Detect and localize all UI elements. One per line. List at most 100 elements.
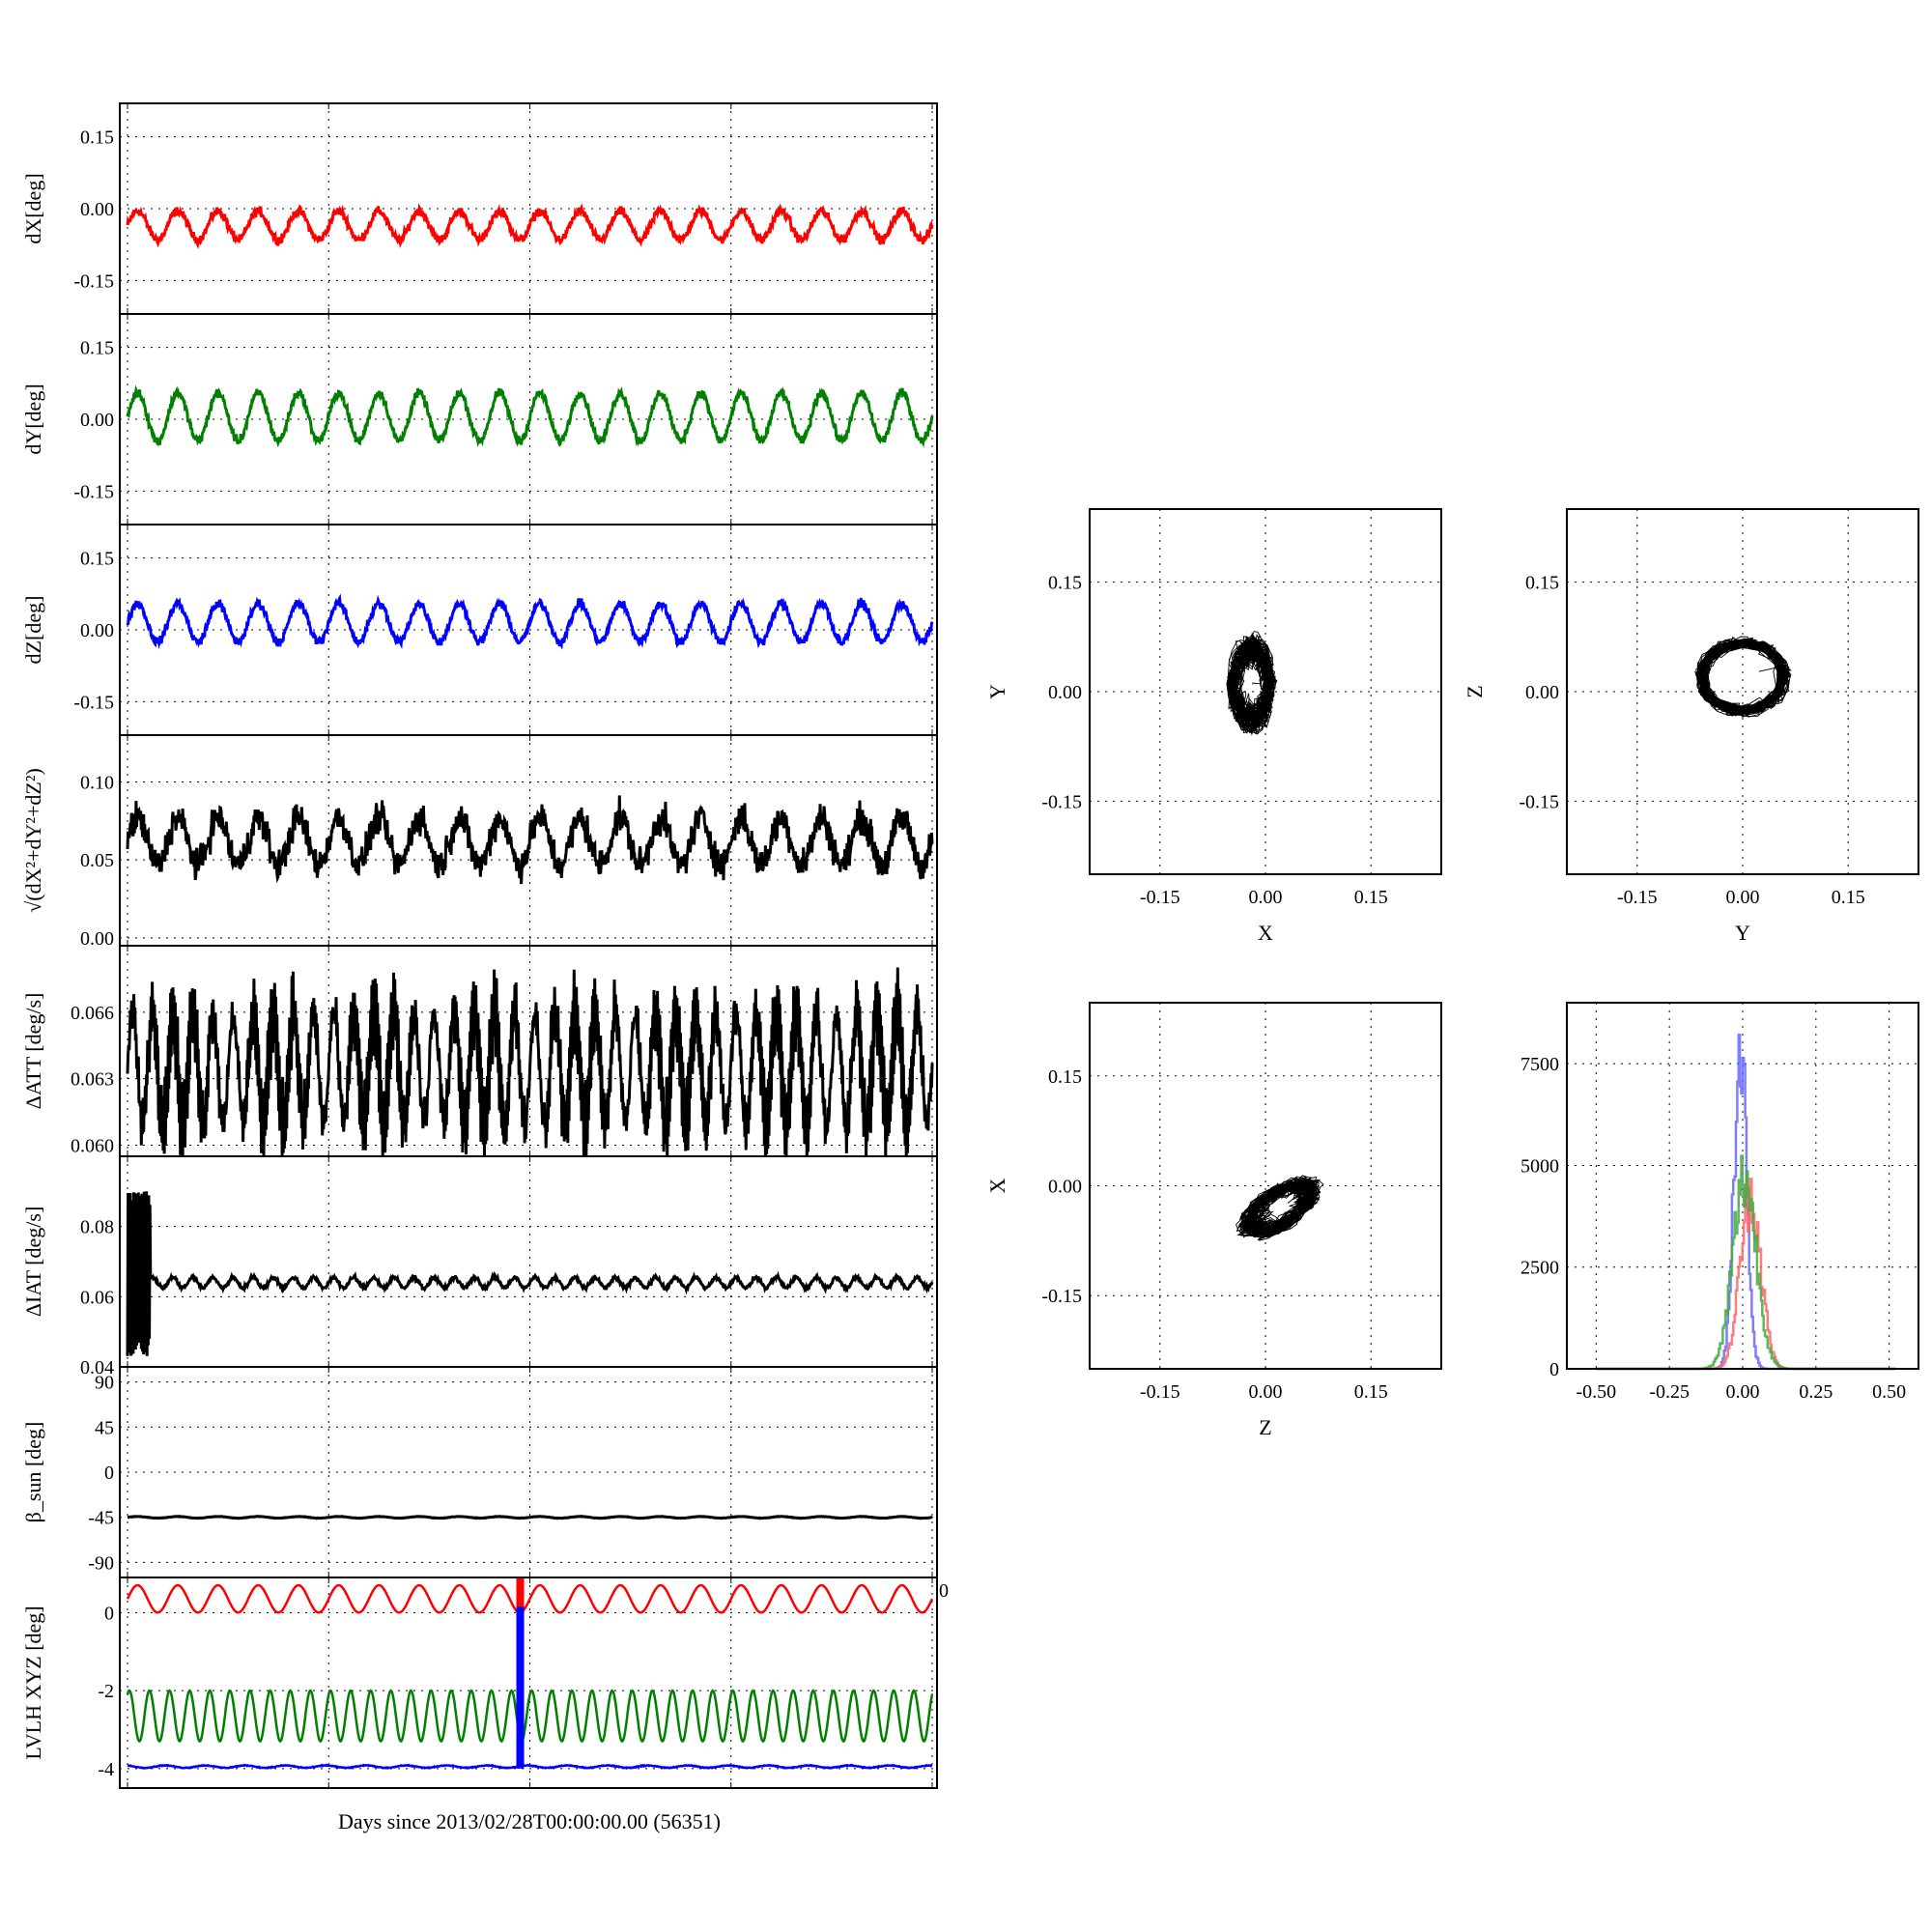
y-tick-label: 0.00 xyxy=(1048,682,1082,703)
y-tick-label: 0.15 xyxy=(80,549,114,570)
y-tick-label: 0.15 xyxy=(1048,573,1082,594)
panel-dR: 0.10 0.05 0.00 √(dX²+dY²+dZ²) xyxy=(21,734,938,950)
y-axis-label: ΔIAT [deg/s] xyxy=(21,1207,45,1318)
panel-lvlh: 0 -2 -4 0 LVLH XYZ [deg] xyxy=(21,1577,949,1789)
series-line-dIAT-0 xyxy=(126,1191,934,1356)
y-tick-label: 0.04 xyxy=(80,1357,114,1378)
series-line-lvlh-1 xyxy=(126,1689,934,1743)
y-axis-label: X xyxy=(985,1178,1009,1193)
y-tick-label: 0.05 xyxy=(80,850,114,871)
y-axis-label: ΔATT [deg/s] xyxy=(21,993,45,1110)
panel-beta: 90 45 0 -45 -90 β_sun [deg] xyxy=(21,1366,938,1578)
panel-dY: 0.15 0.00 -0.15 dY[deg] xyxy=(21,313,938,526)
x-tick-label: -0.15 xyxy=(1617,887,1658,908)
y-tick-label: 0 xyxy=(104,1463,114,1484)
y-tick-label: 45 xyxy=(95,1417,114,1438)
x-tick-label: 0.15 xyxy=(1354,887,1388,908)
panel-frame xyxy=(1089,508,1442,875)
y-tick-label: 90 xyxy=(95,1373,114,1394)
y-tick-label: 5000 xyxy=(1520,1155,1559,1177)
panel-dZ: 0.15 0.00 -0.15 dZ[deg] xyxy=(21,524,938,736)
scatter-panels: -0.15 -0.15 0.00 0.00 0.15 0.15 X Y -0.15 -0.15 0.… xyxy=(985,508,1919,1439)
panel-frame xyxy=(119,1155,938,1368)
panel-frame xyxy=(1566,508,1919,875)
y-tick-label: 0.15 xyxy=(1048,1066,1082,1088)
y-tick-label: 0.08 xyxy=(80,1217,114,1238)
y-tick-label: 0.066 xyxy=(71,1003,114,1024)
histogram-panel: -0.50 -0.25 0.00 0.25 0.50 7500 5000 2500 0 xyxy=(1520,1002,1919,1403)
panel-frame xyxy=(1089,1002,1442,1370)
x-tick-label: 0.50 xyxy=(1872,1381,1906,1403)
scatter-zx: -0.15 -0.15 0.00 0.00 0.15 0.15 Z X xyxy=(985,1002,1442,1439)
y-tick-label: -0.15 xyxy=(73,270,114,292)
series-line-dY-0 xyxy=(126,384,934,448)
y-axis-label: dX[deg] xyxy=(21,173,45,243)
x-tick-label: -0.15 xyxy=(1140,1381,1180,1403)
scatter-xy: -0.15 -0.15 0.00 0.00 0.15 0.15 X Y xyxy=(985,508,1442,945)
y-tick-label: -4 xyxy=(98,1759,114,1780)
x-tick-label: 0.15 xyxy=(1832,887,1865,908)
x-tick-label: 0.25 xyxy=(1799,1381,1833,1403)
y-tick-label: 0.15 xyxy=(1525,573,1559,594)
panel-dIAT: 0.08 0.06 0.04 ΔIAT [deg/s] xyxy=(21,1155,938,1378)
scatter-trace xyxy=(1693,636,1792,718)
y-axis-label: dZ[deg] xyxy=(21,596,45,665)
shared-x-axis-label: Days since 2013/02/28T00:00:00.00 (56351… xyxy=(338,1809,721,1833)
y-tick-label: -0.15 xyxy=(73,692,114,713)
panel-dATT: 0.066 0.063 0.060 ΔATT [deg/s] xyxy=(21,945,938,1157)
y-tick-label: 2500 xyxy=(1520,1258,1559,1279)
y-tick-label: 0.15 xyxy=(80,338,114,359)
series-line-dATT-0 xyxy=(126,967,934,1157)
y-axis-label: LVLH XYZ [deg] xyxy=(21,1605,45,1759)
x-tick-label: -0.15 xyxy=(1140,887,1180,908)
y-tick-label: 0.06 xyxy=(80,1287,114,1308)
panel-frame xyxy=(119,102,938,315)
y-tick-label: 0.00 xyxy=(1525,682,1559,703)
x-axis-label: X xyxy=(1258,921,1273,945)
y-tick-label: 0.00 xyxy=(1048,1177,1082,1198)
x-tick-label: 0.00 xyxy=(1249,887,1283,908)
y-axis-label: √(dX²+dY²+dZ²) xyxy=(21,768,45,913)
panel-dX: 0.15 0.00 -0.15 dX[deg] xyxy=(21,102,938,315)
y-tick-label: 0.063 xyxy=(71,1069,114,1091)
y-axis-label: Y xyxy=(985,684,1009,699)
series-line-dR-0 xyxy=(126,795,934,885)
panel-frame xyxy=(119,1366,938,1578)
time-series-panels: 0.15 0.00 -0.15 dX[deg] 0.15 0.00 -0.15 dY[deg]… xyxy=(21,102,949,1789)
series-line-lvlh-0 xyxy=(126,1583,934,1614)
panel-frame xyxy=(119,313,938,526)
y-tick-label: 0.00 xyxy=(80,928,114,950)
y-tick-label: -0.15 xyxy=(73,481,114,502)
scatter-trace xyxy=(1236,1175,1324,1241)
x-tick-label: 0.00 xyxy=(1726,1381,1760,1403)
y-tick-label: 0.060 xyxy=(71,1136,114,1157)
right-y-tick-label: 0 xyxy=(939,1580,949,1602)
panel-frame xyxy=(1566,1002,1919,1370)
x-axis-label: Y xyxy=(1735,921,1750,945)
x-axis-label: Z xyxy=(1259,1415,1271,1439)
y-tick-label: 0.00 xyxy=(80,620,114,641)
y-tick-label: -45 xyxy=(88,1508,114,1529)
y-axis-label: dY[deg] xyxy=(21,384,45,454)
y-tick-label: 0 xyxy=(104,1603,114,1624)
y-tick-label: 0.00 xyxy=(80,410,114,431)
y-tick-label: 0.00 xyxy=(80,199,114,220)
x-tick-label: 0.00 xyxy=(1726,887,1760,908)
series-line-lvlh-2 xyxy=(127,1763,933,1770)
scatter-yz: -0.15 -0.15 0.00 0.00 0.15 0.15 Y Z xyxy=(1463,508,1919,945)
y-tick-label: -0.15 xyxy=(1041,1286,1082,1307)
panel-frame xyxy=(119,1577,938,1789)
series-line-dZ-0 xyxy=(126,593,934,650)
y-axis-label: β_sun [deg] xyxy=(21,1422,45,1523)
y-tick-label: -2 xyxy=(98,1681,114,1702)
y-axis-label: Z xyxy=(1463,685,1487,697)
series-line-beta-0 xyxy=(127,1514,932,1520)
x-tick-label: -0.50 xyxy=(1576,1381,1616,1403)
x-tick-label: 0.00 xyxy=(1249,1381,1283,1403)
scatter-trace xyxy=(1226,631,1278,736)
x-tick-label: 0.15 xyxy=(1354,1381,1388,1403)
y-tick-label: -90 xyxy=(88,1552,114,1574)
y-tick-label: 7500 xyxy=(1520,1054,1559,1075)
y-tick-label: -0.15 xyxy=(1519,791,1559,812)
